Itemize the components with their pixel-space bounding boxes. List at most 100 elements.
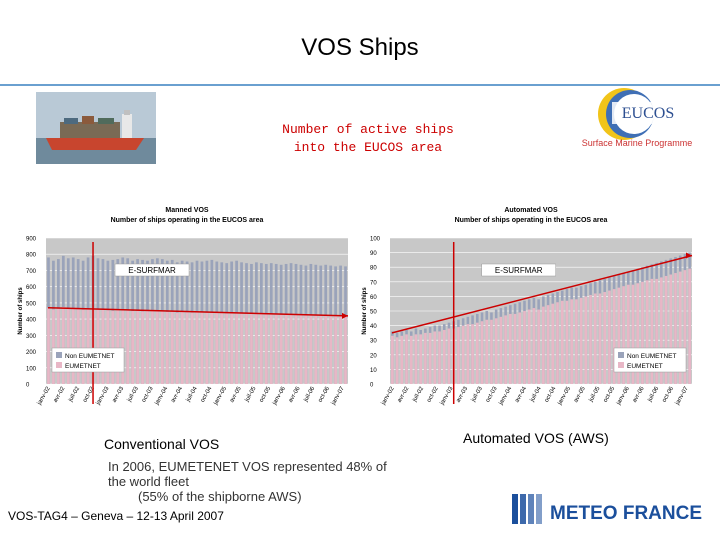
- bar-eumetnet: [210, 311, 214, 384]
- bar-eumetnet: [490, 319, 493, 384]
- bar-eumetnet: [664, 275, 668, 384]
- x-tick-label: janv-06: [615, 385, 631, 406]
- manned-vos-chart-svg: Manned VOS Number of ships operating in t…: [18, 207, 349, 407]
- bar-eumetnet: [175, 312, 179, 384]
- y-tick-label: 700: [26, 269, 37, 275]
- x-tick-label: janv-02: [380, 385, 396, 406]
- bar-eumetnet: [61, 306, 65, 384]
- bar-eumetnet: [457, 327, 460, 384]
- x-tick-label: janv-03: [439, 385, 455, 406]
- bar-eumetnet: [631, 284, 635, 384]
- bar-eumetnet: [433, 331, 437, 384]
- bar-eumetnet: [645, 280, 649, 384]
- bar-eumetnet: [126, 310, 130, 384]
- bar-eumetnet: [509, 313, 512, 384]
- x-tick-label: avr-02: [397, 385, 411, 403]
- y-tick-label: 70: [370, 280, 377, 286]
- bar-eumetnet: [220, 312, 224, 384]
- bar-eumetnet: [480, 321, 484, 384]
- x-tick-label: avr-05: [229, 385, 243, 403]
- bar-eumetnet: [494, 318, 498, 384]
- bar-eumetnet: [438, 331, 441, 384]
- bar-eumetnet: [52, 309, 55, 384]
- x-tick-label: janv-05: [213, 385, 229, 406]
- x-tick-label: janv-03: [95, 385, 111, 406]
- bar-eumetnet: [485, 319, 489, 384]
- bar-eumetnet: [200, 312, 204, 384]
- bar-eumetnet: [329, 315, 333, 384]
- eucos-caption: Surface Marine Programme: [581, 138, 693, 148]
- bar-eumetnet: [593, 293, 597, 384]
- eucos-logo-text: EUCOS: [622, 105, 674, 122]
- y-tick-label: 100: [26, 366, 37, 372]
- y-tick-label: 200: [26, 350, 37, 356]
- x-tick-label: juil-03: [470, 385, 484, 403]
- bar-eumetnet: [47, 307, 50, 384]
- bar-eumetnet: [269, 313, 273, 384]
- bar-eumetnet: [101, 309, 105, 384]
- bar-eumetnet: [655, 278, 658, 384]
- bar-eumetnet: [636, 283, 640, 384]
- bar-eumetnet: [612, 289, 616, 384]
- trend-line: [47, 307, 349, 317]
- legend-swatch-eumetnet: [56, 362, 62, 368]
- bar-eumetnet: [442, 329, 446, 384]
- bar-eumetnet: [537, 309, 540, 384]
- bar-eumetnet: [405, 334, 408, 384]
- legend-swatch-non-eumetnet: [618, 352, 624, 358]
- bar-eumetnet: [106, 310, 110, 384]
- x-tick-label: janv-07: [330, 385, 346, 406]
- bar-eumetnet: [195, 311, 199, 384]
- x-tick-label: avr-04: [170, 385, 184, 403]
- legend-box: [51, 347, 125, 373]
- bar-eumetnet: [151, 310, 154, 384]
- x-tick-label: juil-04: [185, 385, 199, 403]
- bar-eumetnet: [428, 332, 432, 384]
- bar-eumetnet: [466, 324, 470, 384]
- bar-eumetnet: [560, 300, 564, 384]
- bar-eumetnet: [626, 284, 630, 384]
- bar-eumetnet: [617, 287, 621, 384]
- bar-eumetnet: [289, 313, 293, 384]
- bar-eumetnet: [240, 312, 243, 384]
- bar-eumetnet: [575, 299, 578, 384]
- x-tick-label: oct-04: [544, 385, 558, 403]
- footnote-line-1: In 2006, EUMETENET VOS represented 48% o…: [108, 459, 387, 489]
- bar-eumetnet: [299, 314, 303, 384]
- x-tick-label: oct-05: [259, 385, 273, 403]
- x-tick-label: oct-03: [485, 385, 499, 403]
- bar-eumetnet: [264, 314, 268, 384]
- bar-eumetnet: [190, 312, 194, 384]
- x-tick-label: oct-02: [82, 385, 96, 403]
- y-tick-label: 900: [26, 237, 37, 243]
- chart-subtitle: Number of ships operating in the EUCOS a…: [455, 217, 608, 224]
- bar-eumetnet: [215, 312, 219, 384]
- manned-vos-chart: Manned VOS Number of ships operating in t…: [16, 200, 358, 412]
- bar-eumetnet: [245, 313, 248, 384]
- bar-eumetnet: [230, 312, 234, 384]
- bar-eumetnet: [339, 315, 342, 384]
- x-tick-label: janv-02: [36, 385, 52, 406]
- e-surfmar-label: E-SURFMAR: [495, 266, 543, 275]
- bar-eumetnet: [391, 335, 394, 384]
- title-rule: [0, 84, 720, 86]
- bar-eumetnet: [141, 311, 144, 384]
- bar-eumetnet: [688, 268, 691, 384]
- bar-eumetnet: [156, 310, 159, 384]
- y-tick-label: 30: [370, 339, 377, 345]
- y-tick-label: 400: [26, 318, 37, 324]
- bar-eumetnet: [475, 322, 479, 384]
- bar-eumetnet: [565, 300, 569, 384]
- bar-eumetnet: [96, 309, 100, 384]
- chart-subtitle: Number of active ships into the EUCOS ar…: [258, 121, 478, 157]
- conventional-vos-caption: Conventional VOS: [104, 436, 220, 452]
- bar-eumetnet: [603, 292, 607, 384]
- bar-eumetnet: [518, 312, 522, 384]
- bar-eumetnet: [309, 314, 313, 384]
- bar-eumetnet: [259, 313, 263, 384]
- bar-eumetnet: [608, 290, 611, 384]
- bar-eumetnet: [170, 311, 174, 384]
- eucos-logo: EUCOS: [588, 86, 700, 152]
- bar-eumetnet: [57, 308, 60, 384]
- bar-eumetnet: [641, 281, 644, 384]
